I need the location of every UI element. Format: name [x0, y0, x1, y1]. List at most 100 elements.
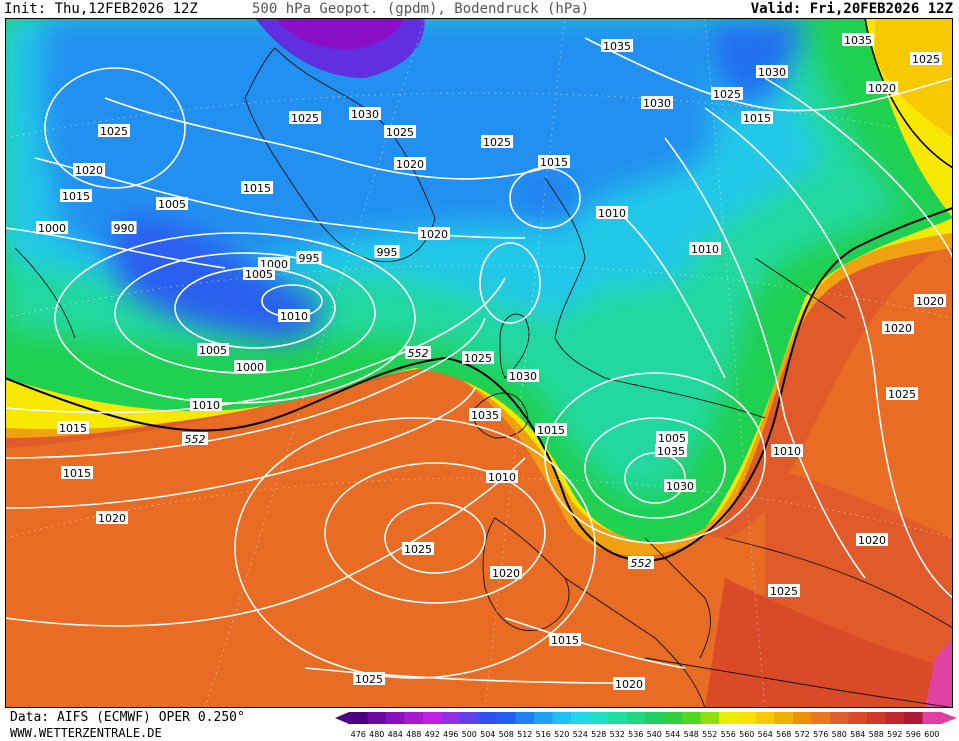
svg-text:1005: 1005	[658, 432, 686, 445]
isobar-label: 1000	[36, 221, 68, 235]
colorbar-tick-label: 560	[739, 730, 754, 739]
svg-text:552: 552	[408, 347, 429, 360]
svg-text:1015: 1015	[537, 424, 565, 437]
svg-text:1020: 1020	[868, 82, 896, 95]
colorbar-swatch	[386, 712, 405, 724]
colorbar-swatch	[349, 712, 368, 724]
isobar-label: 1015	[741, 111, 773, 125]
colorbar-swatch	[478, 712, 498, 724]
svg-text:1010: 1010	[280, 310, 308, 323]
svg-text:552: 552	[631, 557, 652, 570]
colorbar-tick-label: 532	[610, 730, 625, 739]
isobar-label: 1025	[768, 584, 800, 598]
svg-text:1030: 1030	[509, 370, 537, 383]
svg-text:1020: 1020	[75, 164, 103, 177]
isobar-label: 995	[374, 245, 400, 259]
geopotential-labels: 552 552 552	[182, 346, 654, 570]
svg-text:1030: 1030	[758, 66, 786, 79]
init-time: Init: Thu,12FEB2026 12Z	[4, 1, 198, 17]
colorbar-tick-label: 596	[906, 730, 921, 739]
contour-552-label: 552	[628, 556, 654, 570]
svg-text:1035: 1035	[657, 445, 685, 458]
isobar-label: 1030	[349, 107, 381, 121]
isobar-label: 1030	[641, 96, 673, 110]
colorbar-max-arrow	[941, 712, 957, 724]
isobar-label: 1025	[289, 111, 321, 125]
isobar-label: 1010	[689, 242, 721, 256]
svg-text:1025: 1025	[912, 53, 940, 66]
isobar-label: 1020	[418, 227, 450, 241]
colorbar-tick-label: 568	[776, 730, 791, 739]
svg-text:1030: 1030	[643, 97, 671, 110]
isobar-label: 1025	[711, 87, 743, 101]
svg-text:1005: 1005	[245, 268, 273, 281]
colorbar-swatch	[848, 712, 868, 724]
color-scale: 476 480 484 488 492 496 500 504 508 512 516 520 524 5…	[335, 712, 957, 739]
svg-text:1035: 1035	[844, 34, 872, 47]
svg-text:1015: 1015	[243, 182, 271, 195]
colorbar-tick-label: 496	[443, 730, 458, 739]
svg-text:1005: 1005	[158, 198, 186, 211]
colorbar-swatch	[922, 712, 942, 724]
colorbar-tick-label: 504	[480, 730, 495, 739]
colorbar-tick-label: 508	[499, 730, 514, 739]
colorbar-swatch	[645, 712, 664, 724]
svg-text:1010: 1010	[691, 243, 719, 256]
colorbar-swatch	[497, 712, 516, 724]
isobar-label: 1025	[384, 125, 416, 139]
svg-text:1020: 1020	[858, 534, 886, 547]
isobar-label: 1025	[481, 135, 513, 149]
svg-text:1025: 1025	[888, 388, 916, 401]
valid-time: Valid: Fri,20FEB2026 12Z	[750, 1, 953, 17]
isobar-label: 1020	[882, 321, 914, 335]
colorbar-swatch	[663, 712, 683, 724]
isobar-label: 1010	[278, 309, 310, 323]
isobar-label: 1020	[490, 566, 522, 580]
svg-text:995: 995	[377, 246, 398, 259]
isobar-label: 1015	[535, 423, 567, 437]
colorbar-tick-label: 544	[665, 730, 680, 739]
colorbar-tick-label: 516	[536, 730, 551, 739]
colorbar-tick-label: 580	[832, 730, 847, 739]
isobar-label: 1010	[486, 470, 518, 484]
colorbar-tick-label: 600	[924, 730, 939, 739]
isobar-label: 1025	[353, 672, 385, 686]
isobar-label: 1030	[507, 369, 539, 383]
svg-text:1035: 1035	[603, 40, 631, 53]
contour-552	[5, 207, 953, 562]
colorbar-tick-label: 488	[406, 730, 421, 739]
isobar-label: 1015	[61, 466, 93, 480]
svg-text:1015: 1015	[743, 112, 771, 125]
isobar-label: 1005	[197, 343, 229, 357]
svg-text:1010: 1010	[598, 207, 626, 220]
svg-text:1025: 1025	[770, 585, 798, 598]
geopotential-field	[5, 18, 953, 708]
isobar-label: 1005	[243, 267, 275, 281]
colorbar-swatch	[756, 712, 775, 724]
colorbar-tick-label: 564	[758, 730, 773, 739]
isobar-label: 1020	[394, 157, 426, 171]
footer: Data: AIFS (ECMWF) OPER 0.250° WWW.WETTE…	[0, 708, 959, 741]
isobar-label: 1025	[402, 542, 434, 556]
colorbar-tick-label: 480	[369, 730, 384, 739]
svg-text:1025: 1025	[713, 88, 741, 101]
colorbar-tick-label: 476	[351, 730, 366, 739]
colorbar-swatch	[719, 712, 738, 724]
isobar-label: 1025	[98, 124, 130, 138]
colorbar-swatch	[423, 712, 442, 724]
colorbar-swatch	[404, 712, 424, 724]
svg-text:1015: 1015	[63, 467, 91, 480]
isobar-label: 1010	[190, 398, 222, 412]
isobar-label: 1010	[771, 444, 803, 458]
colorbar-tick-label: 576	[813, 730, 828, 739]
colorbar-tick-label: 584	[850, 730, 865, 739]
pressure-labels: 1035 1035 1030 1025 1030 1025 1020 1025 1025 1025…	[36, 33, 946, 691]
svg-text:1020: 1020	[396, 158, 424, 171]
svg-text:1020: 1020	[884, 322, 912, 335]
website: WWW.WETTERZENTRALE.DE	[10, 726, 162, 740]
colorbar-swatch	[626, 712, 646, 724]
isobar-label: 1020	[613, 677, 645, 691]
svg-text:1020: 1020	[98, 512, 126, 525]
colorbar-tick-label: 484	[388, 730, 403, 739]
svg-text:1025: 1025	[291, 112, 319, 125]
